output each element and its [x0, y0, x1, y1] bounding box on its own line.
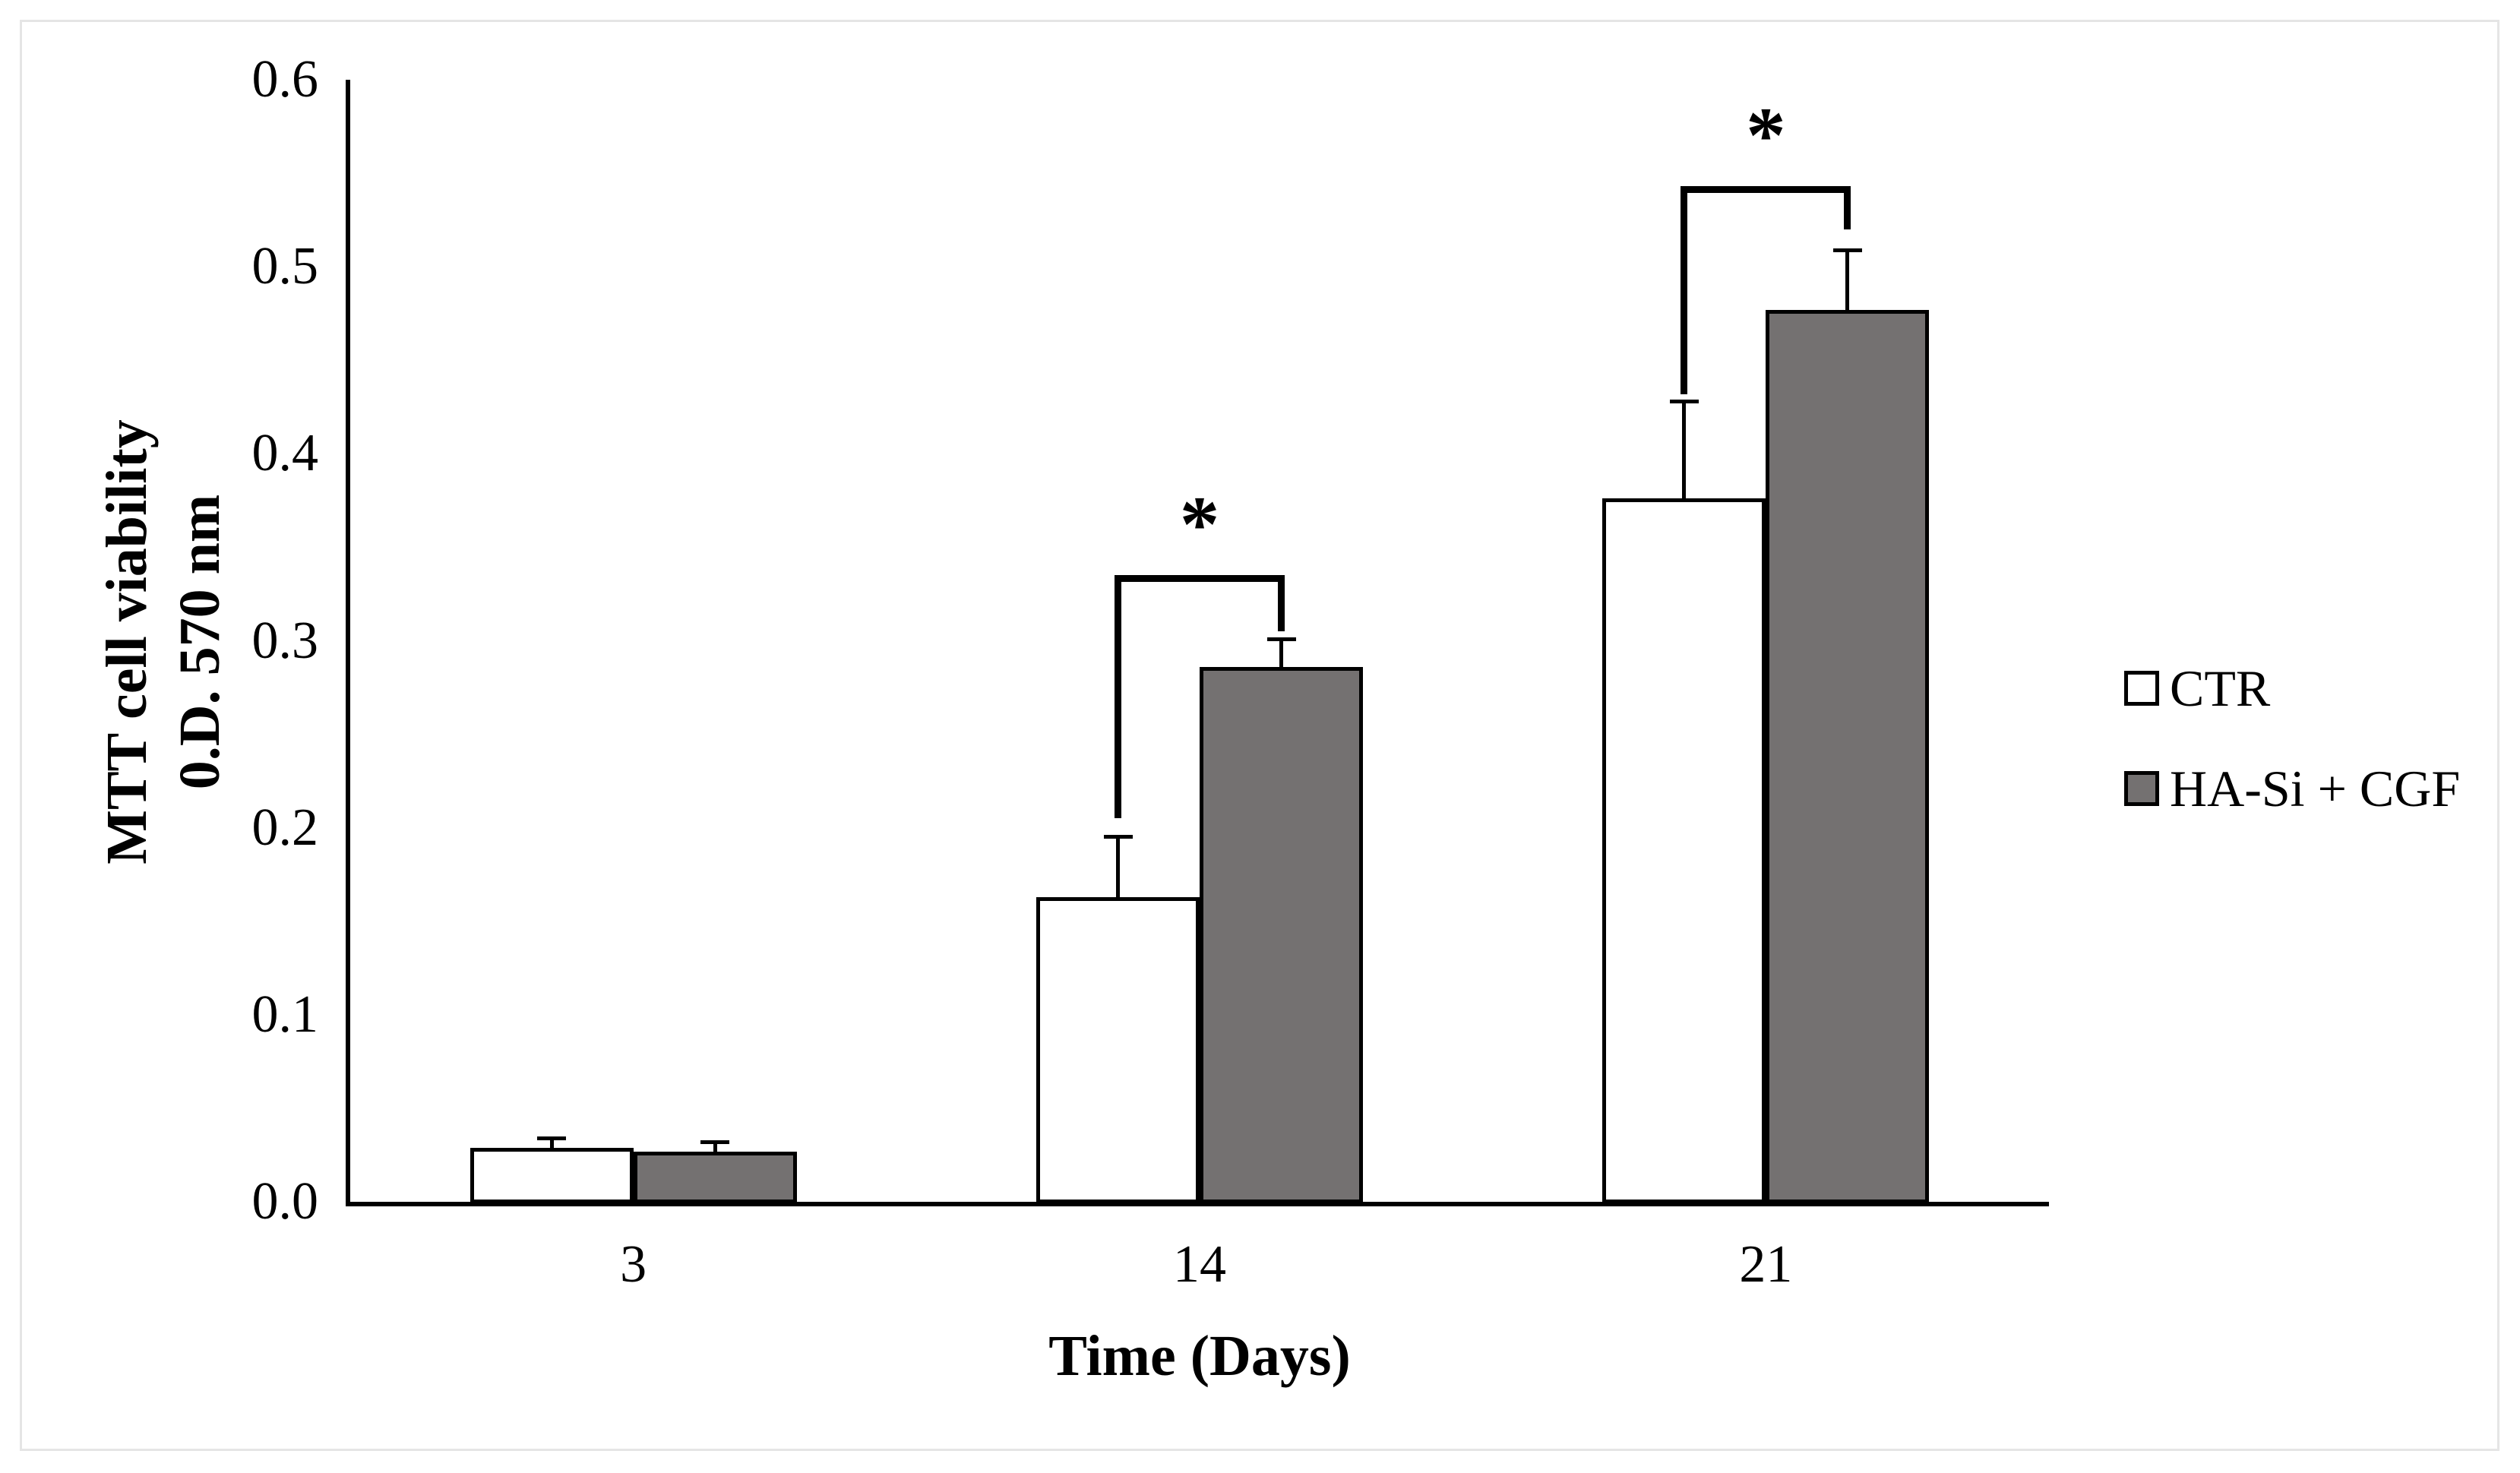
y-axis-title-line2: 0.D. 570 nm — [168, 494, 232, 790]
error-bar-cap — [1669, 399, 1699, 403]
x-tick-label: 14 — [1173, 1235, 1226, 1294]
sig-bracket-top — [1681, 186, 1851, 194]
error-bar-stem — [1116, 836, 1120, 897]
y-axis-line — [346, 80, 350, 1206]
legend-marker-icon — [2124, 671, 2159, 706]
x-tick-label: 3 — [620, 1235, 647, 1294]
error-bar-stem — [1279, 639, 1283, 667]
significance-asterisk: * — [1746, 90, 1786, 180]
sig-bracket-left — [1115, 575, 1121, 819]
x-tick-label: 21 — [1739, 1235, 1793, 1294]
error-bar-cap — [537, 1136, 567, 1140]
y-axis-title: MTT cell viability 0.D. 570 nm — [90, 419, 236, 864]
sig-bracket-top — [1115, 575, 1285, 583]
error-bar-cap — [1103, 835, 1133, 839]
legend: CTR HA-Si + CGF — [2124, 662, 2460, 814]
sig-bracket-left — [1681, 186, 1688, 394]
legend-marker-icon — [2124, 771, 2159, 806]
y-tick-label: 0.6 — [251, 50, 319, 109]
bar-ctr-day3 — [470, 1147, 634, 1203]
bar-ha-si-cgf-day21 — [1766, 309, 1930, 1203]
sig-bracket-right — [1278, 575, 1285, 632]
error-bar-stem — [549, 1138, 554, 1148]
legend-label: CTR — [2170, 659, 2271, 717]
y-tick-label: 0.4 — [251, 424, 319, 483]
bar-ctr-day14 — [1036, 896, 1200, 1203]
legend-item-ctr: CTR — [2124, 662, 2460, 714]
y-tick-label: 0.0 — [251, 1172, 319, 1231]
legend-label: HA-Si + CGF — [2170, 760, 2461, 817]
sig-bracket-right — [1844, 186, 1851, 229]
x-axis-title: Time (Days) — [1048, 1324, 1351, 1388]
significance-asterisk: * — [1179, 479, 1220, 569]
error-bar-stem — [713, 1142, 717, 1152]
bar-ha-si-cgf-day14 — [1200, 666, 1363, 1203]
x-axis-line — [346, 1202, 2049, 1206]
y-axis-title-line1: MTT cell viability — [95, 419, 159, 865]
legend-item-ha-si-cgf: HA-Si + CGF — [2124, 763, 2460, 814]
error-bar-stem — [1845, 250, 1850, 310]
error-bar-cap — [1832, 248, 1862, 252]
y-tick-label: 0.2 — [251, 798, 319, 857]
y-tick-label: 0.3 — [251, 611, 319, 670]
bar-ha-si-cgf-day3 — [633, 1151, 797, 1203]
error-bar-cap — [700, 1140, 730, 1144]
y-tick-label: 0.5 — [251, 237, 319, 296]
error-bar-stem — [1682, 401, 1687, 499]
error-bar-cap — [1266, 637, 1296, 641]
y-tick-label: 0.1 — [251, 985, 319, 1044]
bar-ctr-day21 — [1602, 498, 1766, 1203]
